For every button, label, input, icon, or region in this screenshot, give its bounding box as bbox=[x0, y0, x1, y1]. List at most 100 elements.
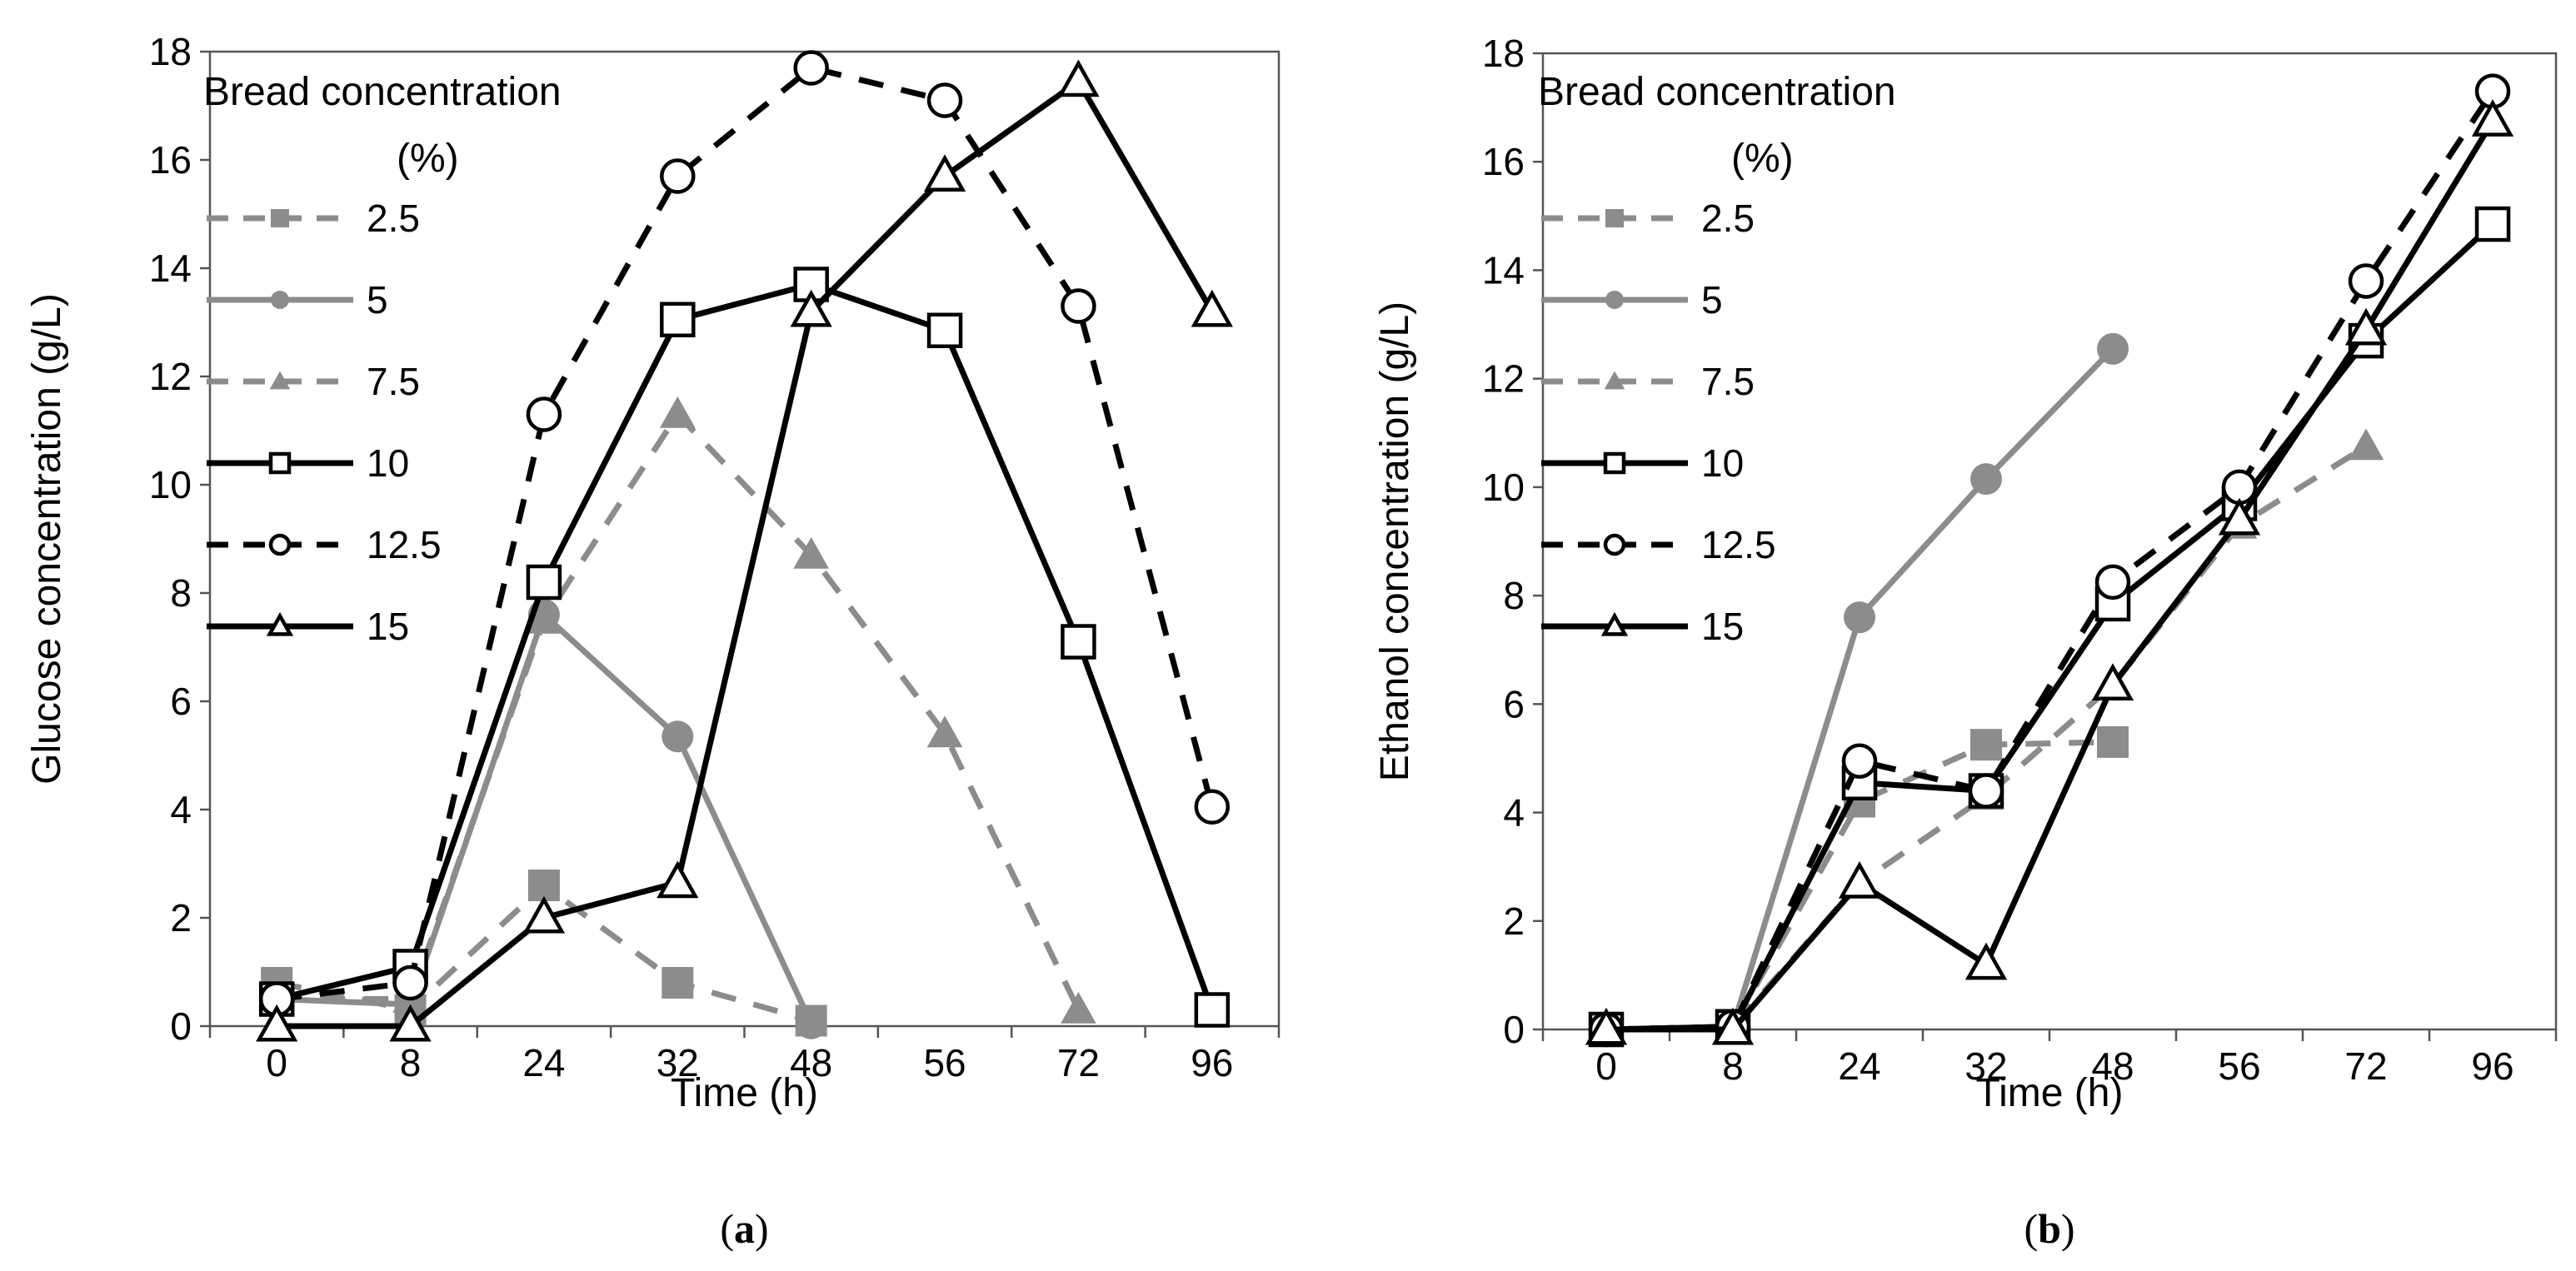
data-point-12.5 bbox=[1968, 773, 2004, 809]
legend-marker-15 bbox=[1600, 611, 1629, 636]
legend-marker-12.5 bbox=[1603, 533, 1626, 556]
series-line-7.5 bbox=[277, 411, 1081, 1012]
legend-label-2.5: 2.5 bbox=[1701, 197, 1755, 240]
y-tick-label: 18 bbox=[1482, 32, 1525, 75]
x-axis-title: Time (h) bbox=[671, 1071, 818, 1115]
data-point-12.5 bbox=[1194, 789, 1231, 825]
legend-label-12.5: 12.5 bbox=[367, 523, 442, 566]
data-point-12.5 bbox=[2094, 564, 2131, 601]
y-tick-label: 10 bbox=[149, 463, 192, 506]
legend-title: Bread concentration bbox=[203, 70, 562, 114]
x-tick-label: 8 bbox=[1722, 1044, 1744, 1088]
legend-label-10: 10 bbox=[367, 441, 409, 485]
x-tick-label: 72 bbox=[2344, 1044, 2387, 1088]
data-point-15 bbox=[2218, 497, 2261, 536]
y-axis-title: Glucose concentration (g/L) bbox=[25, 293, 69, 785]
data-point-7.5 bbox=[926, 715, 963, 748]
y-tick-label: 4 bbox=[170, 788, 192, 831]
legend-marker-5 bbox=[271, 291, 289, 309]
y-tick-label: 12 bbox=[149, 355, 192, 398]
legend-marker-12.5 bbox=[268, 533, 292, 556]
x-tick-label: 96 bbox=[1191, 1041, 1233, 1084]
data-point-7.5 bbox=[660, 396, 696, 428]
y-axis-title: Ethanol concentration (g/L) bbox=[1373, 302, 1417, 781]
caption-paren: ) bbox=[755, 1205, 769, 1252]
legend-marker-10 bbox=[268, 451, 292, 475]
x-axis-title: Time (h) bbox=[1976, 1071, 2124, 1115]
series-line-10 bbox=[1605, 222, 2495, 1033]
legend-subtitle: (%) bbox=[1731, 137, 1794, 181]
data-point-15 bbox=[790, 289, 832, 327]
y-tick-label: 2 bbox=[1503, 900, 1525, 943]
caption-paren: ) bbox=[2061, 1205, 2075, 1252]
legend-label-2.5: 2.5 bbox=[367, 197, 420, 240]
y-tick-label: 8 bbox=[170, 571, 192, 615]
data-point-15 bbox=[2344, 307, 2388, 346]
caption-paren: ( bbox=[720, 1205, 734, 1252]
legend-label-12.5: 12.5 bbox=[1701, 523, 1776, 566]
legend-label-7.5: 7.5 bbox=[367, 360, 420, 403]
y-tick-label: 8 bbox=[1503, 574, 1525, 617]
series-line-12.5 bbox=[276, 65, 1216, 1002]
legend-label-15: 15 bbox=[367, 605, 409, 648]
data-point-15 bbox=[2471, 99, 2514, 137]
data-point-2.5 bbox=[661, 967, 694, 999]
x-tick-label: 32 bbox=[1964, 1044, 2007, 1088]
y-tick-label: 12 bbox=[1482, 357, 1525, 401]
y-tick-label: 14 bbox=[1482, 248, 1525, 292]
x-tick-label: 72 bbox=[1057, 1041, 1100, 1084]
data-point-2.5 bbox=[1970, 729, 2002, 761]
data-point-12.5 bbox=[660, 158, 696, 194]
data-point-7.5 bbox=[526, 601, 562, 634]
data-point-15 bbox=[1585, 1007, 1628, 1045]
x-tick-label: 32 bbox=[656, 1041, 699, 1084]
data-point-7.5 bbox=[1061, 991, 1096, 1024]
y-tick-label: 18 bbox=[149, 30, 192, 73]
data-point-15 bbox=[1057, 59, 1100, 97]
legend-label-10: 10 bbox=[1701, 441, 1744, 485]
legend-marker-15 bbox=[266, 611, 294, 636]
data-point-15 bbox=[522, 895, 566, 934]
legend-subtitle: (%) bbox=[397, 137, 459, 181]
data-point-15 bbox=[2091, 663, 2134, 701]
legend-marker-7.5 bbox=[269, 371, 291, 390]
data-point-15 bbox=[256, 1004, 298, 1042]
plot-frame bbox=[1541, 52, 2558, 1031]
x-tick-label: 56 bbox=[2218, 1044, 2260, 1088]
x-tick-label: 8 bbox=[400, 1041, 422, 1084]
y-tick-label: 16 bbox=[1482, 140, 1525, 183]
data-point-12.5 bbox=[926, 82, 963, 118]
data-point-10 bbox=[526, 564, 562, 601]
x-tick-label: 0 bbox=[266, 1041, 287, 1084]
data-point-15 bbox=[389, 1004, 432, 1042]
y-tick-label: 0 bbox=[170, 1004, 192, 1048]
y-tick-label: 10 bbox=[1482, 466, 1525, 509]
data-point-5 bbox=[795, 1007, 827, 1039]
data-point-12.5 bbox=[1841, 743, 1878, 779]
legend-label-15: 15 bbox=[1701, 605, 1744, 648]
x-tick-label: 24 bbox=[1838, 1044, 1880, 1088]
data-point-12.5 bbox=[2348, 263, 2384, 299]
legend-marker-2.5 bbox=[271, 209, 289, 227]
data-point-12.5 bbox=[392, 964, 428, 1001]
legend-label-5: 5 bbox=[367, 278, 388, 321]
x-tick-label: 48 bbox=[2091, 1044, 2134, 1088]
series-line-2.5 bbox=[1605, 739, 2114, 1033]
data-point-7.5 bbox=[793, 536, 829, 569]
series-line-5 bbox=[1605, 346, 2115, 1033]
legend-marker-2.5 bbox=[1605, 209, 1624, 227]
panel-caption: (b) bbox=[2024, 1205, 2074, 1252]
y-tick-label: 16 bbox=[149, 138, 192, 182]
caption-paren: ( bbox=[2024, 1205, 2038, 1252]
data-point-10 bbox=[660, 302, 696, 337]
data-point-2.5 bbox=[527, 870, 560, 901]
data-point-5 bbox=[2097, 332, 2129, 365]
series-line-5 bbox=[277, 611, 814, 1025]
data-point-5 bbox=[661, 720, 694, 753]
data-point-15 bbox=[656, 860, 699, 899]
legend-marker-5 bbox=[1605, 291, 1624, 309]
data-point-10 bbox=[1061, 624, 1096, 660]
legend-title: Bread concentration bbox=[1538, 70, 1896, 114]
